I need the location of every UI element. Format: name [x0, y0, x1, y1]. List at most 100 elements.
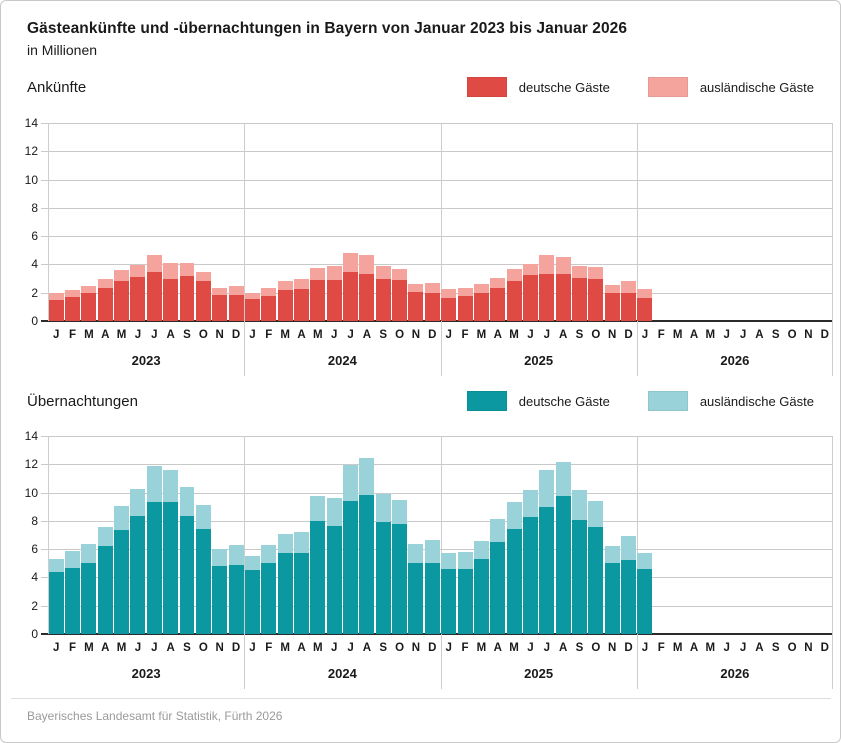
bar-segment-deutsche [195, 281, 211, 321]
x-month-label: S [379, 642, 388, 654]
plot-area-ankuenfte: 0 2 4 6 8 10 12 14 J F M A M J J A S O N D J F M A M J J A S O N D J F M A M… [25, 116, 833, 376]
legend-swatch-auslaendische-icon [647, 77, 688, 97]
bar-segment-deutsche [179, 276, 195, 321]
y-tick-label: 6 [31, 542, 38, 557]
x-year-label: 2025 [524, 353, 554, 368]
bar-segment-auslaendische [572, 489, 587, 521]
y-tick-label: 0 [31, 314, 38, 328]
bar-segment-deutsche [621, 292, 637, 321]
x-month-label: O [198, 642, 208, 654]
bar-segment-deutsche [375, 522, 391, 634]
bar-segment-deutsche [326, 280, 342, 321]
bar-segment-deutsche [522, 275, 538, 321]
legend-uebernachtungen: deutsche Gäste ausländische Gäste [466, 391, 814, 411]
bar-segment-deutsche [359, 495, 375, 634]
x-month-label: M [116, 642, 127, 654]
bar-segment-deutsche [81, 293, 97, 321]
x-month-label: A [101, 642, 110, 654]
legend-label-deutsche: deutsche Gäste [518, 79, 610, 95]
x-month-label: O [591, 329, 601, 341]
bar-segment-auslaendische [277, 281, 293, 290]
bar-segment-auslaendische [375, 265, 391, 280]
bar-segment-deutsche [588, 526, 604, 634]
bar-segment-deutsche [294, 289, 309, 321]
bar-segment-auslaendische [343, 465, 359, 502]
x-month-label: F [657, 642, 665, 654]
bar-segment-deutsche [424, 293, 440, 321]
y-tick-label: 8 [31, 513, 38, 528]
bar-segment-auslaendische [637, 289, 653, 298]
x-month-label: S [575, 642, 584, 654]
bar-segment-deutsche [539, 273, 555, 321]
bar-segment-deutsche [572, 277, 587, 321]
year-separator [244, 436, 245, 689]
x-month-label: F [461, 642, 469, 654]
bar-segment-deutsche [408, 292, 424, 321]
bar-segment-auslaendische [261, 544, 277, 564]
legend-item-deutsche: deutsche Gäste [466, 77, 610, 97]
x-month-label: A [362, 329, 372, 341]
bar-segment-auslaendische [637, 552, 653, 569]
x-month-label: S [379, 329, 388, 341]
y-tick-label: 4 [31, 257, 38, 272]
bar-segment-deutsche [539, 506, 555, 634]
gridline [41, 464, 833, 466]
bar-segment-deutsche [114, 530, 130, 634]
x-month-label: J [52, 329, 60, 341]
bar-segment-auslaendische [179, 263, 195, 277]
x-month-label: M [509, 329, 519, 341]
legend-label-auslaendische: ausländische Gäste [699, 393, 814, 409]
year-separator [637, 123, 638, 376]
bar-segment-auslaendische [539, 255, 555, 274]
bar-segment-auslaendische [392, 268, 408, 280]
bar-segment-auslaendische [457, 288, 473, 296]
x-month-label: N [215, 329, 224, 341]
chart-title-ankuenfte: Ankünfte [27, 79, 87, 96]
bar-segment-deutsche [261, 295, 277, 321]
bar-segment-deutsche [408, 562, 424, 634]
bar-segment-auslaendische [97, 526, 113, 547]
bar-segment-deutsche [244, 570, 260, 634]
bar-segment-deutsche [588, 279, 604, 321]
bar-segment-deutsche [179, 515, 195, 634]
x-month-label: S [183, 642, 191, 654]
y-tick-label: 0 [31, 627, 38, 641]
bar-segment-auslaendische [490, 277, 506, 288]
x-month-label: A [755, 642, 764, 654]
y-tick-label: 6 [31, 229, 38, 244]
x-month-label: N [411, 329, 421, 341]
bar-segment-deutsche [637, 297, 653, 321]
y-tick-label: 8 [31, 200, 38, 215]
x-month-label: F [69, 329, 77, 341]
x-month-label: J [445, 329, 452, 341]
bar-segment-deutsche [212, 294, 228, 321]
legend-swatch-deutsche-icon [466, 77, 507, 97]
x-month-label: S [771, 329, 780, 341]
x-year-label: 2023 [131, 353, 161, 368]
legend-item-deutsche: deutsche Gäste [466, 391, 610, 411]
x-year-label: 2026 [720, 353, 750, 368]
x-month-label: D [624, 329, 633, 341]
y-tick-label: 10 [24, 485, 38, 500]
bar-segment-auslaendische [130, 489, 146, 516]
x-year-label: 2025 [524, 666, 554, 681]
bar-segment-deutsche [359, 273, 375, 321]
x-month-label: F [461, 329, 469, 341]
bar-segment-deutsche [310, 520, 326, 634]
bar-segment-deutsche [146, 501, 162, 634]
bar-segment-auslaendische [179, 486, 195, 516]
legend-item-auslaendische: ausländische Gäste [647, 77, 814, 97]
x-month-label: O [395, 642, 405, 654]
bar-segment-deutsche [637, 568, 653, 634]
plot-left-edge [48, 123, 49, 321]
bar-segment-auslaendische [604, 284, 620, 293]
bar-segment-auslaendische [261, 287, 277, 296]
x-year-label: 2026 [720, 666, 750, 681]
bar-segment-auslaendische [130, 265, 146, 278]
legend-swatch-deutsche-icon [466, 391, 507, 411]
x-month-label: M [672, 329, 683, 341]
bar-segment-deutsche [490, 542, 506, 634]
bar-segment-deutsche [572, 520, 587, 634]
x-month-label: M [313, 642, 323, 654]
bar-segment-auslaendische [277, 534, 293, 553]
